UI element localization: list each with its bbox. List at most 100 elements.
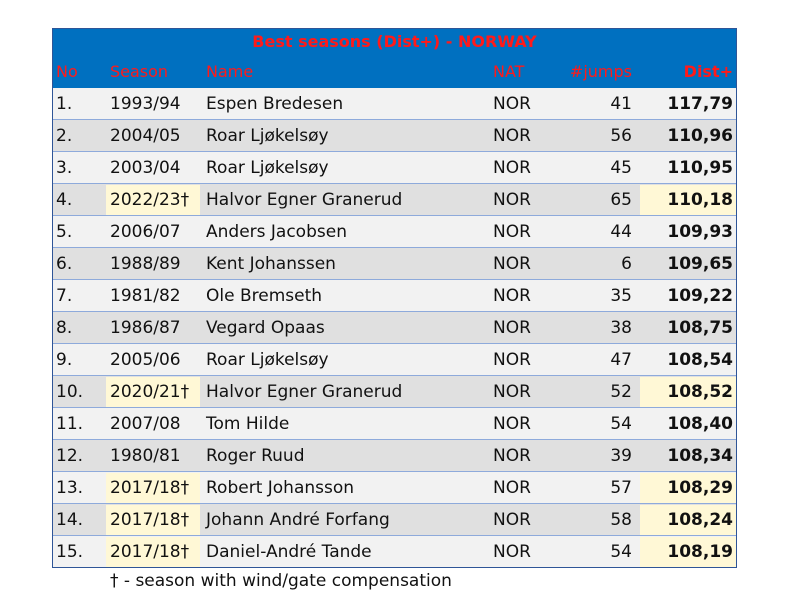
no-cell: 13. bbox=[56, 478, 84, 498]
highlight-cell bbox=[106, 505, 200, 535]
column-header: No bbox=[56, 62, 78, 81]
no-cell: 1. bbox=[56, 94, 73, 114]
table-row bbox=[52, 280, 737, 312]
jumps-cell: 35 bbox=[610, 286, 632, 306]
dist-cell: 117,79 bbox=[667, 94, 733, 114]
table-row bbox=[52, 344, 737, 376]
season-cell: 2017/18† bbox=[110, 542, 190, 562]
highlight-cell bbox=[640, 505, 736, 535]
jumps-cell: 58 bbox=[610, 510, 632, 530]
highlight-cell bbox=[106, 473, 200, 503]
jumps-cell: 54 bbox=[610, 542, 632, 562]
nat-cell: NOR bbox=[493, 510, 531, 530]
nat-cell: NOR bbox=[493, 414, 531, 434]
table-row bbox=[52, 88, 737, 120]
highlight-cell bbox=[640, 537, 736, 567]
name-cell: Halvor Egner Granerud bbox=[206, 382, 403, 402]
column-header: Season bbox=[110, 62, 169, 81]
name-cell: Ole Bremseth bbox=[206, 286, 323, 306]
no-cell: 5. bbox=[56, 222, 73, 242]
nat-cell: NOR bbox=[493, 478, 531, 498]
dist-cell: 110,18 bbox=[667, 190, 733, 210]
jumps-cell: 54 bbox=[610, 414, 632, 434]
dist-cell: 108,24 bbox=[667, 510, 733, 530]
jumps-cell: 57 bbox=[610, 478, 632, 498]
no-cell: 4. bbox=[56, 190, 73, 210]
nat-cell: NOR bbox=[493, 350, 531, 370]
name-cell: Espen Bredesen bbox=[206, 94, 344, 114]
jumps-cell: 45 bbox=[610, 158, 632, 178]
season-cell: 2006/07 bbox=[110, 222, 181, 242]
dist-cell: 109,93 bbox=[667, 222, 733, 242]
no-cell: 11. bbox=[56, 414, 84, 434]
name-cell: Robert Johansson bbox=[206, 478, 355, 498]
nat-cell: NOR bbox=[493, 94, 531, 114]
table-row bbox=[52, 216, 737, 248]
season-cell: 2022/23† bbox=[110, 190, 190, 210]
season-cell: 1980/81 bbox=[110, 446, 181, 466]
no-cell: 3. bbox=[56, 158, 73, 178]
season-cell: 2005/06 bbox=[110, 350, 181, 370]
highlight-cell bbox=[106, 377, 200, 407]
dist-cell: 108,19 bbox=[667, 542, 733, 562]
season-cell: 2003/04 bbox=[110, 158, 181, 178]
nat-cell: NOR bbox=[493, 286, 531, 306]
no-cell: 7. bbox=[56, 286, 73, 306]
table-frame bbox=[52, 28, 737, 568]
nat-cell: NOR bbox=[493, 382, 531, 402]
dist-cell: 110,95 bbox=[667, 158, 733, 178]
season-cell: 2020/21† bbox=[110, 382, 190, 402]
season-cell: 2017/18† bbox=[110, 510, 190, 530]
jumps-cell: 47 bbox=[610, 350, 632, 370]
footnote: † - season with wind/gate compensation bbox=[110, 571, 452, 591]
jumps-cell: 56 bbox=[610, 126, 632, 146]
name-cell: Roar Ljøkelsøy bbox=[206, 126, 329, 146]
dist-cell: 109,22 bbox=[667, 286, 733, 306]
name-cell: Roar Ljøkelsøy bbox=[206, 158, 329, 178]
dist-cell: 108,40 bbox=[667, 414, 733, 434]
season-cell: 2004/05 bbox=[110, 126, 181, 146]
name-cell: Anders Jacobsen bbox=[206, 222, 347, 242]
nat-cell: NOR bbox=[493, 158, 531, 178]
no-cell: 15. bbox=[56, 542, 84, 562]
dist-cell: 110,96 bbox=[667, 126, 733, 146]
nat-cell: NOR bbox=[493, 190, 531, 210]
highlight-cell bbox=[640, 377, 736, 407]
jumps-cell: 44 bbox=[610, 222, 632, 242]
dist-cell: 108,29 bbox=[667, 478, 733, 498]
table-row bbox=[52, 152, 737, 184]
table-row bbox=[52, 312, 737, 344]
season-cell: 1993/94 bbox=[110, 94, 181, 114]
table-row bbox=[52, 440, 737, 472]
table-row bbox=[52, 120, 737, 152]
column-header: Name bbox=[206, 62, 254, 81]
season-cell: 1981/82 bbox=[110, 286, 181, 306]
jumps-cell: 38 bbox=[610, 318, 632, 338]
jumps-cell: 65 bbox=[610, 190, 632, 210]
name-cell: Tom Hilde bbox=[206, 414, 290, 434]
name-cell: Roger Ruud bbox=[206, 446, 305, 466]
nat-cell: NOR bbox=[493, 318, 531, 338]
season-cell: 1988/89 bbox=[110, 254, 181, 274]
table-row bbox=[52, 408, 737, 440]
highlight-cell bbox=[640, 473, 736, 503]
dist-cell: 109,65 bbox=[667, 254, 733, 274]
highlight-cell bbox=[106, 185, 200, 215]
column-header: #jumps bbox=[569, 62, 632, 81]
nat-cell: NOR bbox=[493, 222, 531, 242]
season-cell: 1986/87 bbox=[110, 318, 181, 338]
jumps-cell: 52 bbox=[610, 382, 632, 402]
nat-cell: NOR bbox=[493, 126, 531, 146]
jumps-cell: 39 bbox=[610, 446, 632, 466]
name-cell: Vegard Opaas bbox=[206, 318, 325, 338]
header-row bbox=[52, 56, 737, 88]
dist-cell: 108,34 bbox=[667, 446, 733, 466]
name-cell: Kent Johanssen bbox=[206, 254, 336, 274]
table-row bbox=[52, 248, 737, 280]
season-cell: 2017/18† bbox=[110, 478, 190, 498]
highlight-cell bbox=[640, 185, 736, 215]
column-header: Dist+ bbox=[683, 62, 733, 81]
nat-cell: NOR bbox=[493, 446, 531, 466]
jumps-cell: 6 bbox=[621, 254, 632, 274]
